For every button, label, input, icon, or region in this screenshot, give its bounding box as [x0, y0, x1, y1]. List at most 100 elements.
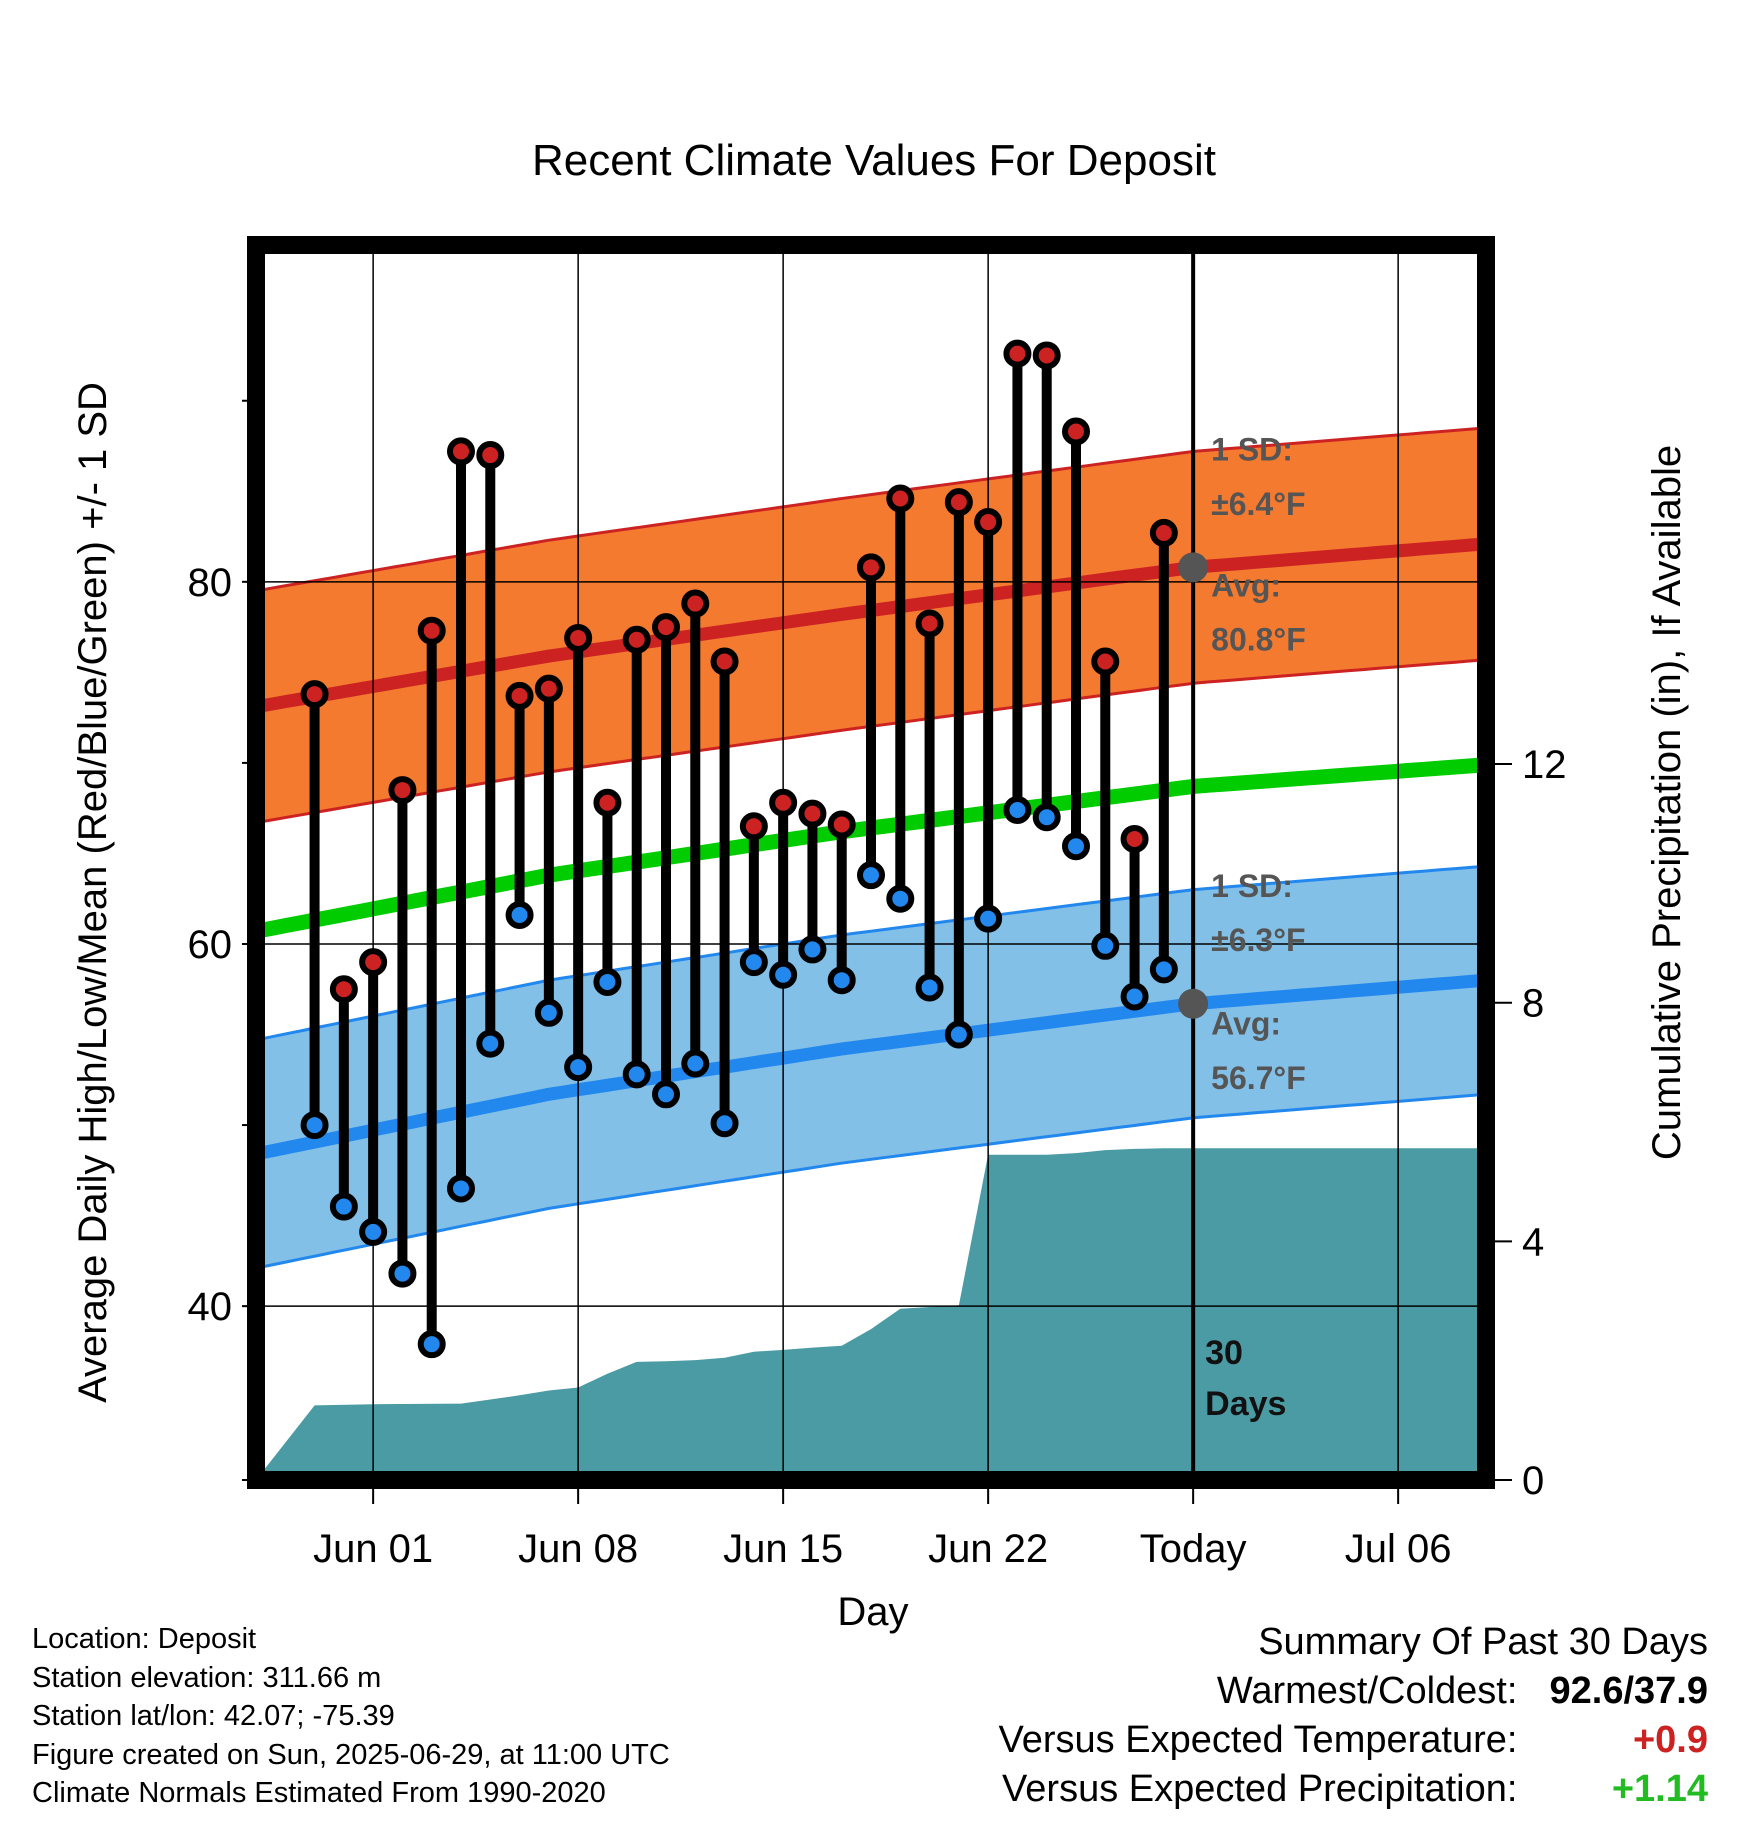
normals-text: Climate Normals Estimated From 1990-2020: [32, 1777, 606, 1809]
daily-high-point: [1062, 417, 1090, 446]
daily-low-point: [915, 973, 944, 1002]
daily-low-point: [652, 1080, 680, 1109]
daily-high-point: [622, 625, 651, 654]
daily-low-point: [798, 935, 827, 964]
days-label-number: 30: [1205, 1334, 1243, 1372]
temp-anomaly-label: Versus Expected Temperature:: [998, 1719, 1518, 1761]
daily-high-point: [827, 810, 856, 839]
daily-high-point: [974, 508, 1003, 537]
plot-frame: [247, 236, 1495, 1489]
daily-high-point: [857, 553, 885, 582]
y2-axis-label: Cumulative Precipitation (in), If Availa…: [1645, 445, 1689, 1160]
daily-high-point: [1120, 824, 1149, 853]
daily-high-point: [1032, 341, 1061, 370]
latlon-text: Station lat/lon: 42.07; -75.39: [32, 1700, 395, 1732]
y2-tick-label: 4: [1522, 1220, 1544, 1264]
daily-low-point: [593, 968, 622, 997]
summary-title: Summary Of Past 30 Days: [1258, 1621, 1708, 1663]
daily-high-point: [944, 488, 973, 517]
x-tick-label: Jun 15: [723, 1527, 843, 1571]
low-avg-label: Avg:: [1211, 1006, 1281, 1042]
days-label-text: Days: [1205, 1385, 1286, 1423]
daily-low-point: [857, 861, 885, 890]
daily-low-point: [1120, 982, 1149, 1011]
daily-high-point: [798, 799, 827, 828]
daily-high-point: [681, 589, 710, 618]
plot-content: 1 SD: ±6.4°F Avg: 80.8°F 1 SD: ±6.3°F Avg: 56.7…: [256, 245, 1486, 1480]
precip-anomaly-value: +1.14: [1611, 1768, 1708, 1810]
daily-low-point: [622, 1060, 651, 1089]
precip-anomaly-row: Versus Expected Precipitation: +1.14: [999, 1765, 1708, 1814]
normal-low-band: [256, 866, 1486, 1269]
daily-high-point: [564, 623, 593, 652]
low-avg-value: 56.7°F: [1211, 1060, 1306, 1096]
chart-title: Recent Climate Values For Deposit: [532, 136, 1216, 185]
daily-high-point: [769, 788, 798, 817]
daily-low-point: [944, 1020, 973, 1049]
daily-high-point: [329, 975, 358, 1004]
x-axis-label: Day: [837, 1590, 908, 1634]
daily-high-point: [1091, 647, 1120, 676]
summary-panel: Summary Of Past 30 Days Warmest/Coldest:…: [999, 1618, 1708, 1814]
y2-tick-label: 12: [1522, 743, 1567, 787]
daily-high-point: [534, 674, 563, 703]
daily-low-point: [1149, 955, 1178, 984]
station-info: Location: Deposit Station elevation: 311…: [32, 1620, 670, 1813]
temp-anomaly-value: +0.9: [1632, 1719, 1708, 1761]
y-axis-label: Average Daily High/Low/Mean (Red/Blue/Gr…: [71, 382, 115, 1403]
created-text: Figure created on Sun, 2025-06-29, at 11…: [32, 1738, 670, 1771]
daily-low-point: [1032, 803, 1061, 832]
daily-low-point: [974, 904, 1003, 933]
daily-high-point: [739, 812, 768, 841]
low-sd-value: ±6.3°F: [1211, 922, 1305, 958]
high-sd-label: 1 SD:: [1211, 431, 1293, 467]
daily-high-point: [505, 681, 534, 710]
x-tick-label: Today: [1140, 1527, 1247, 1571]
daily-high-point: [300, 680, 329, 709]
location-text: Location: Deposit: [32, 1623, 257, 1655]
daily-low-point: [1062, 832, 1090, 861]
daily-high-point: [447, 437, 475, 466]
y-tick-label: 60: [188, 923, 233, 967]
daily-low-point: [827, 966, 856, 995]
x-tick-label: Jul 06: [1345, 1527, 1452, 1571]
daily-high-point: [915, 609, 944, 638]
daily-low-point: [564, 1053, 593, 1082]
x-tick-label: Jun 08: [518, 1527, 638, 1571]
daily-low-point: [359, 1217, 388, 1246]
precip-anomaly-label: Versus Expected Precipitation:: [1002, 1768, 1518, 1810]
high-avg-label: Avg:: [1211, 567, 1281, 603]
high-sd-value: ±6.4°F: [1211, 486, 1305, 522]
low-sd-label: 1 SD:: [1211, 868, 1293, 904]
daily-low-point: [300, 1111, 329, 1140]
daily-low-point: [388, 1259, 417, 1288]
y2-tick-label: 0: [1522, 1459, 1544, 1503]
temp-anomaly-row: Versus Expected Temperature: +0.9: [999, 1716, 1708, 1765]
x-tick-label: Jun 22: [928, 1527, 1048, 1571]
daily-low-point: [886, 884, 915, 913]
daily-low-point: [534, 998, 563, 1027]
daily-low-point: [505, 901, 534, 930]
high-avg-value: 80.8°F: [1211, 622, 1306, 658]
daily-low-point: [447, 1174, 475, 1203]
warmest-coldest-value: 92.6/37.9: [1549, 1670, 1708, 1712]
daily-low-point: [681, 1049, 710, 1078]
daily-high-point: [417, 616, 446, 645]
daily-high-point: [652, 613, 680, 642]
daily-low-point: [476, 1029, 505, 1058]
elevation-text: Station elevation: 311.66 m: [32, 1661, 382, 1694]
y-tick-label: 40: [188, 1285, 233, 1329]
y-tick-label: 80: [188, 561, 233, 605]
daily-low-point: [417, 1330, 446, 1359]
precip-area: [256, 1148, 1486, 1480]
daily-high-point: [710, 647, 739, 676]
daily-low-point: [739, 948, 768, 977]
today-normal-low-marker: [1178, 988, 1209, 1019]
daily-high-point: [476, 441, 505, 470]
daily-high-point: [1149, 518, 1178, 547]
daily-low-point: [1091, 931, 1120, 960]
x-tick-label: Jun 01: [313, 1527, 433, 1571]
today-normal-high-marker: [1178, 552, 1209, 583]
plot-area: 1 SD: ±6.4°F Avg: 80.8°F 1 SD: ±6.3°F Avg: 56.7…: [188, 236, 1567, 1571]
